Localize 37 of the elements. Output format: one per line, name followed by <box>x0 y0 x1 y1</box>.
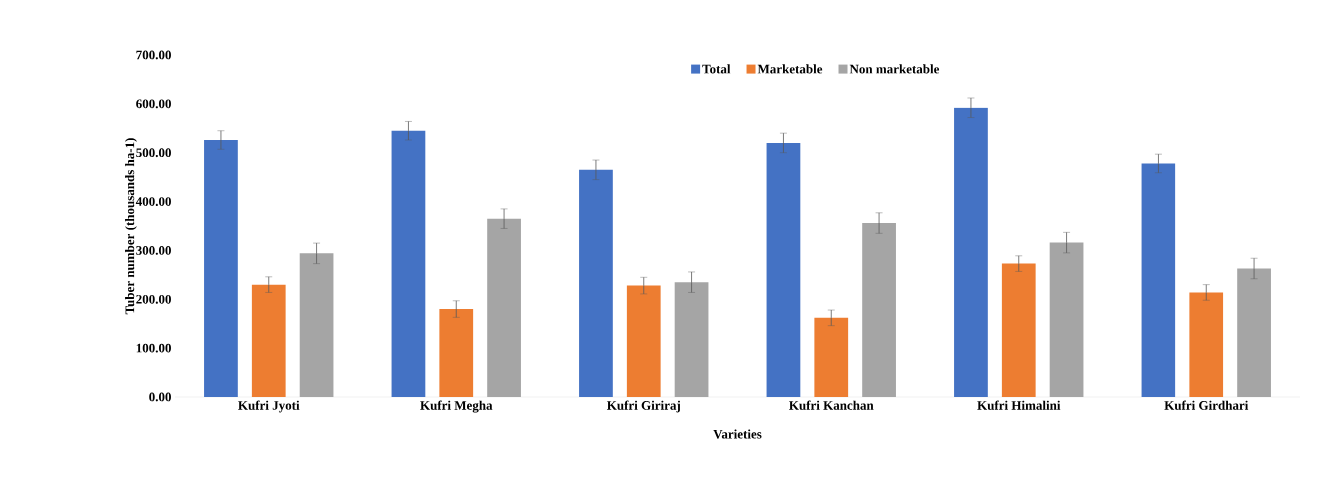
bar <box>862 223 896 397</box>
y-tick-label: 0.00 <box>149 392 171 402</box>
x-axis-title: Varieties <box>713 429 762 439</box>
bar <box>1049 242 1084 397</box>
y-tick-label: 500.00 <box>136 148 171 158</box>
bar <box>766 142 801 397</box>
y-axis-title: Tuber number (thousands ha-1) <box>125 138 137 315</box>
bar <box>954 107 988 397</box>
bar <box>204 140 238 397</box>
y-tick-label: 200.00 <box>136 294 171 304</box>
bar <box>1141 163 1176 397</box>
bar <box>674 282 709 397</box>
bar <box>439 309 474 397</box>
y-tick-label: 300.00 <box>136 246 171 255</box>
y-tick-label: 400.00 <box>135 197 171 206</box>
legend-label: Total <box>702 64 731 74</box>
legend-label: Non marketable <box>849 64 940 74</box>
bar <box>579 169 613 397</box>
x-tick-label: Kufri Giriraj <box>606 400 680 413</box>
bar <box>391 130 426 397</box>
x-tick-label: Kufri Girdhari <box>1164 400 1249 410</box>
bar <box>1001 263 1036 397</box>
bar <box>814 317 849 397</box>
y-tick-label: 600.00 <box>136 99 171 109</box>
x-tick-label: Kufri Megha <box>420 400 493 413</box>
bar <box>1237 268 1271 397</box>
legend-label: Marketable <box>757 64 823 74</box>
bar <box>299 253 334 397</box>
x-tick-label: Kufri Kanchan <box>789 400 874 410</box>
y-tick-label: 100.00 <box>136 343 171 353</box>
x-tick-label: Kufri Himalini <box>977 400 1061 410</box>
bar <box>1189 292 1224 397</box>
x-tick-label: Kufri Jyoti <box>238 400 300 413</box>
y-tick-label: 700.00 <box>136 50 171 60</box>
bar <box>487 218 521 397</box>
bar <box>626 285 661 397</box>
bar <box>251 284 286 397</box>
